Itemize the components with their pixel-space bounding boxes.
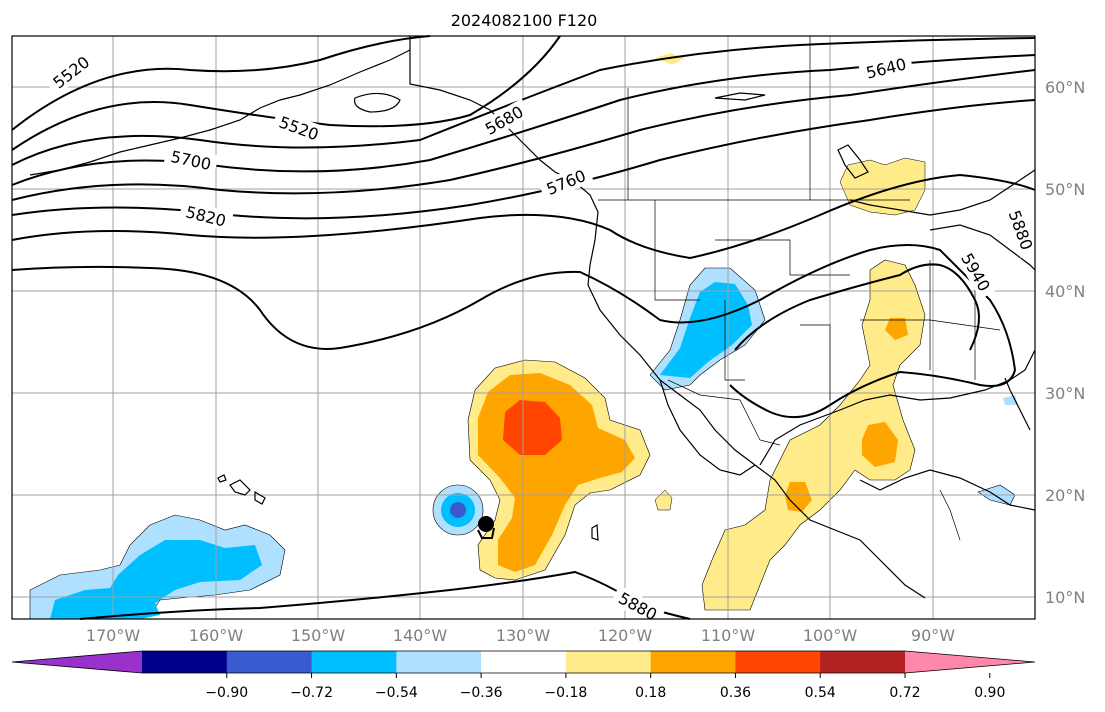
map-panel: 5520 5520 5640 5680 5700 5760 5820 5880 … <box>11 35 1040 628</box>
colorbar-tick-label: 0.90 <box>974 685 1005 701</box>
lon-label: 150°W <box>291 626 346 645</box>
longitude-labels: 170°W 160°W 150°W 140°W 130°W 120°W 110°… <box>86 626 955 645</box>
shaded-field <box>29 53 1018 620</box>
colorbar-swatch <box>650 651 736 673</box>
colorbar-tick-label: 0.18 <box>635 685 666 701</box>
colorbar-tick-label: −0.72 <box>290 685 333 701</box>
colorbar-tick-label: −0.18 <box>544 685 587 701</box>
map-frame <box>11 35 1036 620</box>
lon-label: 130°W <box>496 626 551 645</box>
colorbar-tick-label: −0.54 <box>375 685 418 701</box>
colorbar-tick-label: 0.36 <box>720 685 751 701</box>
colorbar-swatch <box>565 651 652 673</box>
lat-label: 30°N <box>1045 384 1085 403</box>
colorbar-extend-max <box>905 651 1035 673</box>
lat-label: 50°N <box>1045 180 1085 199</box>
colorbar-tick-label: 0.54 <box>805 685 836 701</box>
lat-label: 40°N <box>1045 282 1085 301</box>
latitude-labels: 60°N 50°N 40°N 30°N 20°N 10°N <box>1045 78 1085 607</box>
colorbar-swatch <box>226 651 313 673</box>
colorbar-swatch <box>820 651 906 673</box>
colorbar-swatch <box>311 651 397 673</box>
colorbar-swatch <box>142 651 228 673</box>
negative-anomaly-core-pacific <box>50 540 262 619</box>
colorbar: −0.90 −0.72 −0.54 −0.36 −0.18 0.18 0.36 0.54 0.7… <box>11 650 1036 701</box>
lon-label: 90°W <box>911 626 955 645</box>
colorbar-swatch <box>396 651 482 673</box>
colorbar-swatch <box>735 651 821 673</box>
lon-label: 120°W <box>598 626 653 645</box>
lon-label: 140°W <box>393 626 448 645</box>
colorbar-swatch <box>481 651 567 673</box>
figure-title: 2024082100 F120 <box>451 11 598 30</box>
positive-anomaly-canada <box>839 157 926 216</box>
colorbar-extend-min <box>12 651 142 673</box>
lon-label: 170°W <box>86 626 141 645</box>
lon-label: 160°W <box>189 626 244 645</box>
lat-label: 20°N <box>1045 486 1085 505</box>
lon-label: 110°W <box>701 626 756 645</box>
positive-anomaly-central <box>701 259 926 611</box>
colorbar-tick-label: −0.90 <box>205 685 248 701</box>
colorbar-tick-label: 0.72 <box>889 685 920 701</box>
lon-label: 100°W <box>803 626 858 645</box>
colorbar-tick-label: −0.36 <box>460 685 503 701</box>
lat-label: 10°N <box>1045 588 1085 607</box>
lat-label: 60°N <box>1045 78 1085 97</box>
graticule <box>12 36 1035 619</box>
